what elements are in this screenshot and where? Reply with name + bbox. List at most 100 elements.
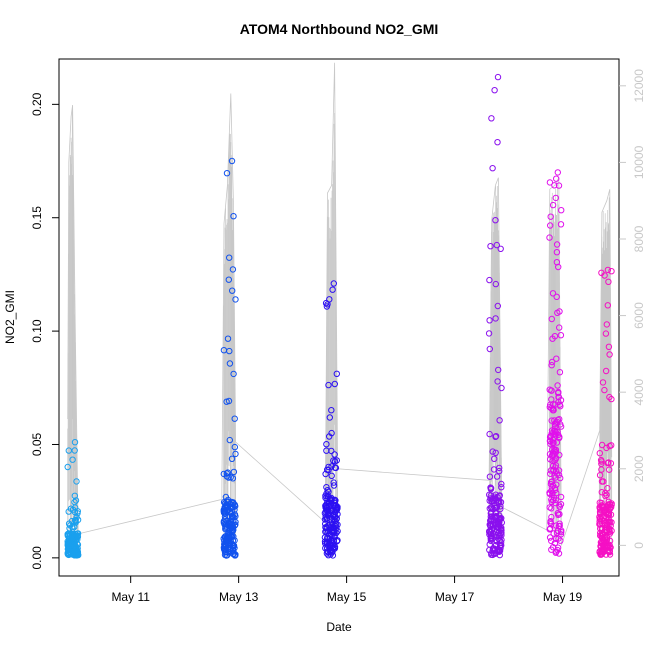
data-point xyxy=(605,278,612,285)
data-point xyxy=(548,452,556,459)
data-point xyxy=(605,459,612,466)
y2-tick-label: 0 xyxy=(632,542,646,549)
data-point xyxy=(220,470,228,478)
y2-tick-label: 6000 xyxy=(632,302,646,329)
data-point xyxy=(604,460,611,467)
data-point xyxy=(226,545,234,552)
data-point xyxy=(325,534,332,542)
data-point xyxy=(72,530,79,538)
data-point xyxy=(599,379,607,386)
data-point xyxy=(553,241,561,248)
data-point xyxy=(546,234,553,241)
data-point xyxy=(492,449,499,456)
data-point xyxy=(324,301,331,308)
data-point xyxy=(492,542,499,549)
y2-axis: 0 2000 4000 6000 8000 10000 12000 xyxy=(619,69,646,549)
data-point xyxy=(73,534,80,541)
data-point xyxy=(491,87,498,94)
data-point xyxy=(486,345,493,353)
x-axis: May 11 May 13 May 15 May 17 May 19 xyxy=(111,575,583,604)
data-point xyxy=(497,245,504,253)
data-point xyxy=(498,384,505,392)
y-tick-label: 0.20 xyxy=(30,92,44,116)
data-point xyxy=(601,386,608,394)
data-point xyxy=(604,503,611,510)
data-point xyxy=(488,115,495,122)
data-point xyxy=(603,444,610,452)
data-point xyxy=(69,525,76,532)
data-point xyxy=(225,276,233,283)
data-point xyxy=(608,395,615,403)
data-point xyxy=(546,534,554,541)
data-point xyxy=(322,470,329,478)
data-point xyxy=(548,484,555,491)
data-point xyxy=(487,492,495,499)
data-point xyxy=(557,221,565,228)
data-point xyxy=(554,382,561,389)
data-point xyxy=(553,489,560,497)
data-point xyxy=(546,526,553,533)
data-point xyxy=(496,515,504,522)
y2-tick-label: 10000 xyxy=(632,145,646,179)
data-point xyxy=(547,456,554,463)
data-point xyxy=(552,446,560,453)
data-point xyxy=(596,472,604,479)
data-point xyxy=(494,139,501,146)
data-point xyxy=(493,241,500,249)
data-point xyxy=(496,525,503,532)
data-point xyxy=(225,474,232,481)
data-point xyxy=(555,550,563,557)
data-point xyxy=(549,201,557,209)
data-point xyxy=(546,490,553,498)
data-point xyxy=(323,499,331,507)
data-point xyxy=(230,370,237,378)
data-point xyxy=(548,358,556,366)
data-point xyxy=(220,509,228,516)
data-point xyxy=(331,498,338,505)
y2-tick-label: 8000 xyxy=(632,225,646,252)
data-point xyxy=(69,547,76,554)
data-point xyxy=(492,217,499,224)
data-point xyxy=(603,491,610,499)
data-point xyxy=(494,302,501,310)
data-point xyxy=(548,505,555,512)
data-point xyxy=(553,355,560,362)
data-point xyxy=(553,249,561,256)
data-point xyxy=(226,254,233,261)
y-axis: 0.00 0.05 0.10 0.15 0.20 xyxy=(30,92,59,570)
data-point xyxy=(486,505,493,512)
data-point xyxy=(601,272,608,279)
data-point xyxy=(551,417,558,424)
y2-tick-label: 12000 xyxy=(632,69,646,103)
data-point xyxy=(602,330,610,337)
data-point xyxy=(602,367,610,375)
data-point xyxy=(221,516,229,523)
data-point xyxy=(223,523,231,530)
data-point xyxy=(328,507,335,514)
data-point xyxy=(225,397,233,405)
x-axis-label: Date xyxy=(326,620,352,634)
data-point xyxy=(330,280,337,287)
data-point xyxy=(487,484,494,491)
data-point xyxy=(548,405,555,412)
data-point xyxy=(230,542,238,549)
data-point xyxy=(549,462,557,469)
data-point xyxy=(324,515,331,522)
data-point xyxy=(495,548,502,555)
data-point xyxy=(608,268,615,275)
data-point xyxy=(557,531,565,538)
data-point xyxy=(224,335,232,342)
data-point xyxy=(230,468,238,476)
data-point xyxy=(231,443,239,451)
data-point xyxy=(73,478,80,485)
data-point xyxy=(330,482,338,489)
data-point xyxy=(606,393,613,401)
data-point xyxy=(221,513,229,520)
data-point xyxy=(552,499,559,507)
data-point xyxy=(555,182,563,189)
data-point xyxy=(492,514,500,521)
data-point xyxy=(64,532,72,540)
data-point xyxy=(600,536,607,544)
data-point xyxy=(325,493,332,500)
data-point xyxy=(232,450,239,458)
